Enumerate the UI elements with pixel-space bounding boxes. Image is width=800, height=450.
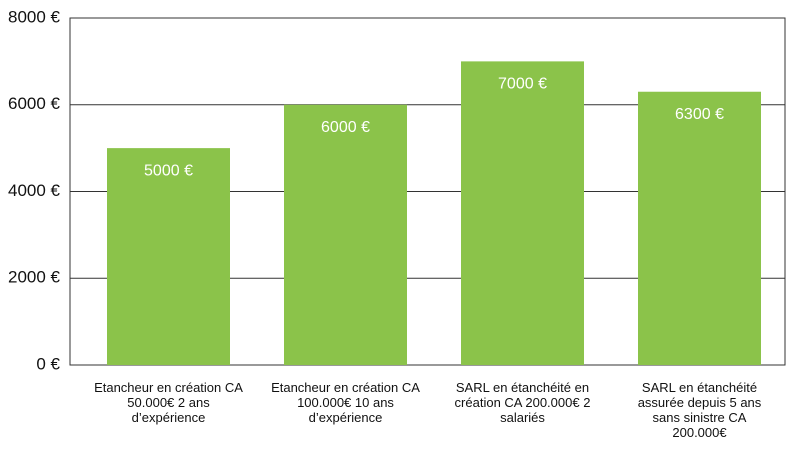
y-tick-label: 6000 €	[8, 94, 61, 113]
bar	[461, 61, 584, 365]
x-tick-label: Etancheur en création CA 100.000€ 10 ans…	[271, 380, 420, 425]
bar	[107, 148, 230, 365]
bar	[638, 91, 761, 366]
value-label: 6300 €	[675, 106, 724, 123]
value-label: 7000 €	[498, 76, 547, 93]
y-tick-label: 4000 €	[8, 181, 61, 200]
value-label: 6000 €	[321, 119, 370, 136]
y-tick-label: 8000 €	[8, 7, 61, 26]
value-label: 5000 €	[144, 162, 193, 179]
x-tick-label: SARL en étanchéité assurée depuis 5 ans …	[637, 380, 762, 440]
x-tick-label: SARL en étanchéité en création CA 200.00…	[454, 380, 591, 425]
bar	[284, 104, 407, 365]
y-tick-label: 0 €	[36, 354, 60, 373]
y-tick-label: 2000 €	[8, 268, 61, 287]
x-tick-label: Etancheur en création CA 50.000€ 2 ans d…	[94, 380, 243, 425]
